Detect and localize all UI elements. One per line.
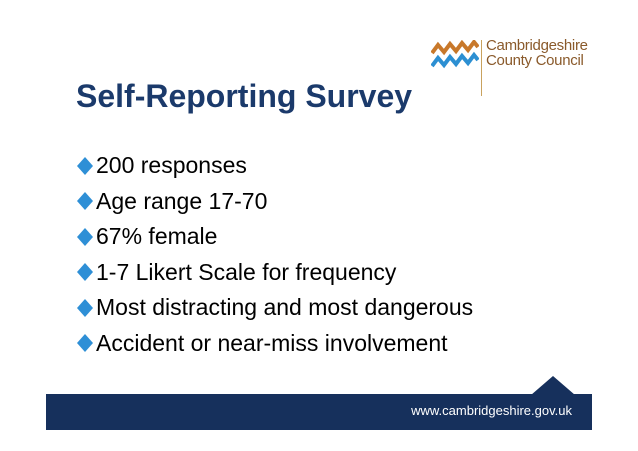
bullet-text: Age range 17-70 — [96, 187, 268, 214]
council-logo-mark-icon — [431, 40, 479, 69]
diamond-bullet-icon — [77, 156, 93, 175]
bullet-text: Accident or near-miss involvement — [96, 329, 448, 356]
logo-divider — [481, 40, 482, 96]
council-logo: Cambridgeshire County Council — [431, 38, 631, 98]
logo-text-line1: Cambridgeshire — [486, 37, 588, 54]
bullet-item: Most distracting and most dangerous — [76, 290, 473, 326]
bullet-text: 67% female — [96, 223, 218, 250]
bullet-text: 200 responses — [96, 152, 247, 179]
bullet-item: Age range 17-70 — [76, 184, 473, 220]
bullet-text: Most distracting and most dangerous — [96, 294, 474, 321]
logo-text: Cambridgeshire County Council — [486, 38, 588, 68]
diamond-bullet-icon — [77, 192, 93, 211]
diamond-bullet-icon — [77, 298, 93, 317]
footer-url: www.cambridgeshire.gov.uk — [411, 403, 572, 418]
footer-bar — [46, 394, 592, 430]
bullet-item: 200 responses — [76, 148, 473, 184]
bullet-item: 67% female — [76, 219, 473, 255]
slide-title: Self-Reporting Survey — [76, 78, 413, 114]
bullet-item: 1-7 Likert Scale for frequency — [76, 255, 473, 291]
bullet-list: 200 responses Age range 17-70 67% female… — [76, 148, 473, 361]
bullet-text: 1-7 Likert Scale for frequency — [96, 258, 397, 285]
bullet-item: Accident or near-miss involvement — [76, 326, 473, 362]
diamond-bullet-icon — [77, 334, 93, 353]
diamond-bullet-icon — [77, 227, 93, 246]
diamond-bullet-icon — [77, 263, 93, 282]
logo-text-line2: County Council — [486, 52, 584, 69]
